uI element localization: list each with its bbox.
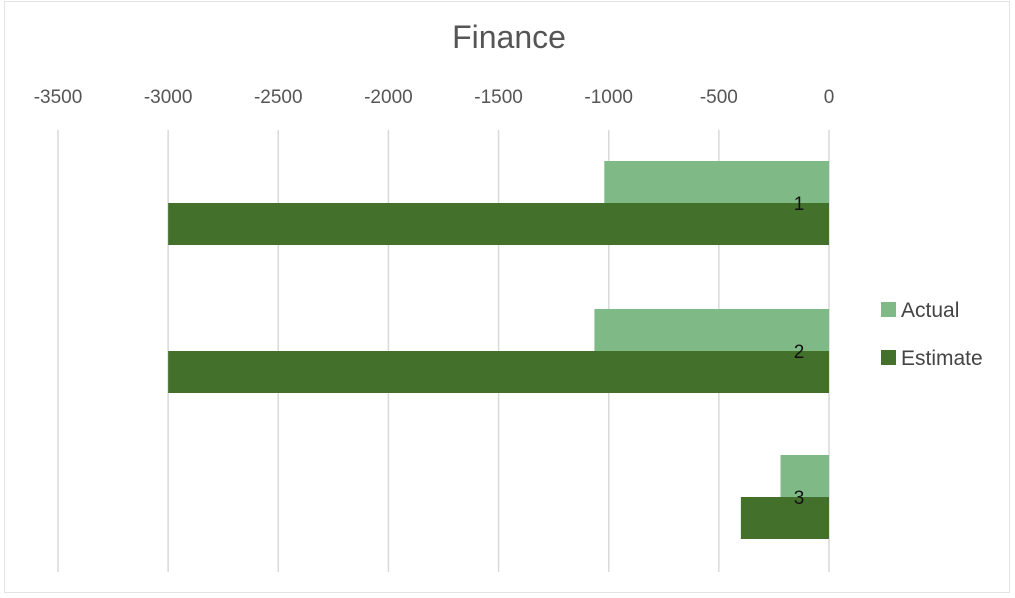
category-label: 3 [794,488,805,509]
x-tick-label: -1000 [584,87,633,108]
category-labels: 1 2 3 [794,194,805,509]
legend-label-estimate: Estimate [901,347,983,370]
chart-title: Finance [452,19,566,55]
x-tick-label: -2500 [254,87,303,108]
x-axis-ticks: -3500 -3000 -2500 -2000 -1500 -1000 -500 0 [34,87,835,108]
legend: Actual Estimate [881,299,983,370]
x-tick-label: -3000 [144,87,193,108]
x-tick-label: 0 [824,87,835,108]
legend-swatch-estimate [881,350,896,365]
legend-swatch-actual [881,302,896,317]
bar-actual-2 [594,309,829,351]
x-tick-label: -2000 [364,87,413,108]
bar-actual-3 [780,455,829,497]
category-label: 1 [794,194,805,215]
legend-label-actual: Actual [901,299,959,322]
x-tick-label: -1500 [474,87,523,108]
bar-estimate-2 [168,351,830,393]
category-label: 2 [794,342,805,363]
bars [168,161,830,539]
bar-estimate-1 [168,203,830,245]
x-tick-label: -500 [700,87,738,108]
x-tick-label: -3500 [34,87,83,108]
bar-actual-1 [604,161,829,203]
bar-estimate-3 [740,497,829,539]
chart-frame [4,1,1010,593]
